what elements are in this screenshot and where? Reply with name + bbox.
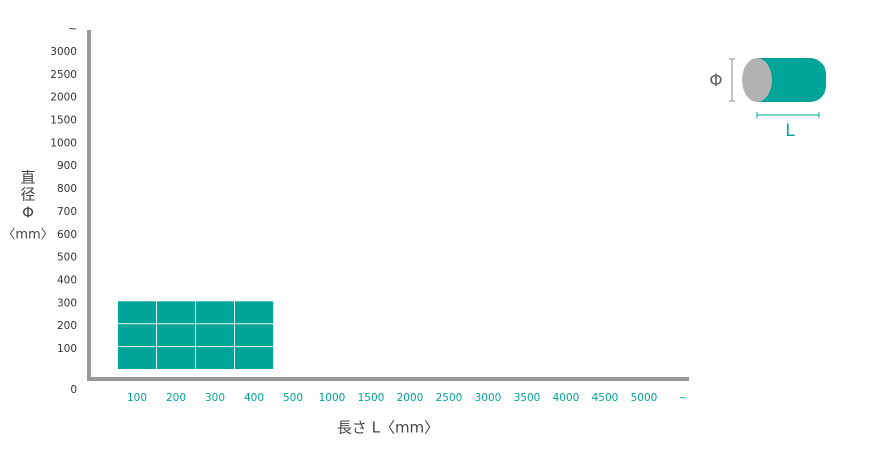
y-tick-label: 1000 (50, 137, 77, 149)
x-axis-label: 長さ L〈mm〉 (337, 419, 439, 437)
icon-label: L (785, 121, 795, 141)
y-axis-label: Φ (22, 204, 34, 222)
y-axis-label: 〈mm〉 (2, 228, 53, 243)
coverage-cell (234, 300, 274, 325)
coverage-cell (156, 346, 196, 370)
x-tick-label: 5000 (631, 392, 658, 404)
x-tick-label: 1500 (358, 392, 385, 404)
y-axis-label: 径 (20, 186, 35, 204)
x-tick-label: 100 (127, 392, 147, 404)
coverage-cell (156, 300, 196, 325)
coverage-cell (234, 346, 274, 370)
coverage-cell (117, 346, 157, 370)
y-tick-label: 300 (57, 297, 77, 309)
y-tick-label: 900 (57, 160, 77, 172)
icon-label: Φ (709, 71, 722, 91)
y-tick-label: 1500 (50, 115, 77, 127)
x-tick-label: 4000 (553, 392, 580, 404)
coverage-cell (234, 323, 274, 347)
x-tick-label: 200 (166, 392, 186, 404)
y-tick-label: 3000 (50, 46, 77, 58)
y-tick-label: 600 (57, 229, 77, 241)
y-tick-label: 800 (57, 183, 77, 195)
cylinder-end (742, 58, 772, 102)
coverage-cell (156, 323, 196, 347)
x-tick-label: 300 (205, 392, 225, 404)
y-tick-label: 2500 (50, 69, 77, 81)
y-tick-label: 500 (57, 252, 77, 264)
y-axis-label: 直 (20, 169, 35, 187)
x-tick-label: 2000 (397, 392, 424, 404)
coverage-cell (195, 346, 235, 370)
x-tick-label: 4500 (592, 392, 619, 404)
y-tick-label: 200 (57, 320, 77, 332)
y-tick-label: 0 (70, 384, 77, 396)
y-tick-label: 2000 (50, 92, 77, 104)
coverage-cell (195, 300, 235, 325)
x-tick-label: 400 (244, 392, 264, 404)
y-tick-label: 400 (57, 274, 77, 286)
coverage-cell (117, 323, 157, 347)
y-tick-label: ~ (68, 23, 77, 35)
y-tick-label: 700 (57, 206, 77, 218)
y-tick-label: 100 (57, 343, 77, 355)
x-tick-label: 3500 (514, 392, 541, 404)
x-tick-label: 1000 (319, 392, 346, 404)
x-tick-label: ~ (679, 392, 688, 404)
coverage-cell (117, 300, 157, 325)
x-tick-label: 500 (283, 392, 303, 404)
cylinder-icon: Φ L (709, 58, 826, 141)
coverage-cell (195, 323, 235, 347)
x-tick-label: 3000 (475, 392, 502, 404)
x-tick-label: 2500 (436, 392, 463, 404)
